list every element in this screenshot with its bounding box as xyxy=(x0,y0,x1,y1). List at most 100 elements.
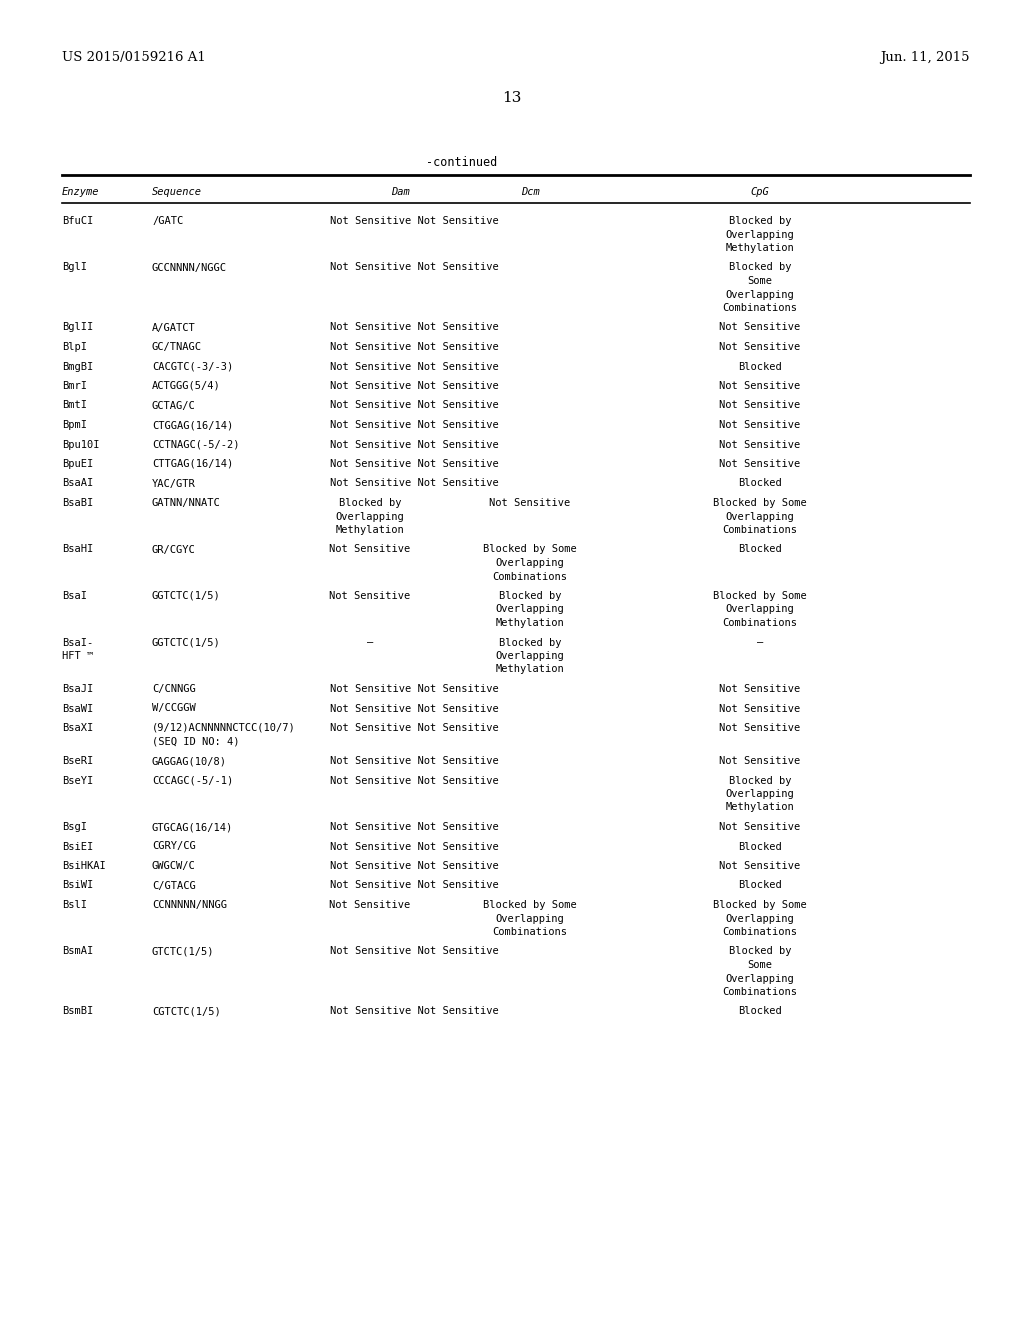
Text: Not Sensitive Not Sensitive: Not Sensitive Not Sensitive xyxy=(330,842,499,851)
Text: Methylation: Methylation xyxy=(726,243,795,253)
Text: Not Sensitive Not Sensitive: Not Sensitive Not Sensitive xyxy=(330,420,499,430)
Text: Overlapping: Overlapping xyxy=(726,913,795,924)
Text: Not Sensitive Not Sensitive: Not Sensitive Not Sensitive xyxy=(330,459,499,469)
Text: Overlapping: Overlapping xyxy=(496,913,564,924)
Text: Not Sensitive Not Sensitive: Not Sensitive Not Sensitive xyxy=(330,400,499,411)
Text: CTTGAG(16/14): CTTGAG(16/14) xyxy=(152,459,233,469)
Text: Not Sensitive: Not Sensitive xyxy=(720,440,801,450)
Text: –: – xyxy=(367,638,373,648)
Text: Not Sensitive: Not Sensitive xyxy=(720,684,801,694)
Text: Dcm: Dcm xyxy=(520,187,540,197)
Text: Not Sensitive: Not Sensitive xyxy=(330,900,411,909)
Text: Sequence: Sequence xyxy=(152,187,202,197)
Text: Overlapping: Overlapping xyxy=(496,651,564,661)
Text: BsaI-: BsaI- xyxy=(62,638,93,648)
Text: Not Sensitive: Not Sensitive xyxy=(720,342,801,352)
Text: Some: Some xyxy=(748,960,772,970)
Text: Not Sensitive: Not Sensitive xyxy=(489,498,570,508)
Text: GWGCW/C: GWGCW/C xyxy=(152,861,196,871)
Text: Bpu10I: Bpu10I xyxy=(62,440,99,450)
Text: Blocked by: Blocked by xyxy=(729,263,792,272)
Text: GCCNNNN/NGGC: GCCNNNN/NGGC xyxy=(152,263,227,272)
Text: A/GATCT: A/GATCT xyxy=(152,322,196,333)
Text: Not Sensitive Not Sensitive: Not Sensitive Not Sensitive xyxy=(330,322,499,333)
Text: 13: 13 xyxy=(503,91,521,106)
Text: GAGGAG(10/8): GAGGAG(10/8) xyxy=(152,756,227,766)
Text: Overlapping: Overlapping xyxy=(726,974,795,983)
Text: BslI: BslI xyxy=(62,900,87,909)
Text: BseYI: BseYI xyxy=(62,776,93,785)
Text: W/CCGGW: W/CCGGW xyxy=(152,704,196,714)
Text: Methylation: Methylation xyxy=(726,803,795,813)
Text: BmtI: BmtI xyxy=(62,400,87,411)
Text: Not Sensitive Not Sensitive: Not Sensitive Not Sensitive xyxy=(330,776,499,785)
Text: Not Sensitive: Not Sensitive xyxy=(330,544,411,554)
Text: Blocked: Blocked xyxy=(738,362,782,371)
Text: Methylation: Methylation xyxy=(336,525,404,535)
Text: Combinations: Combinations xyxy=(723,987,798,997)
Text: Not Sensitive Not Sensitive: Not Sensitive Not Sensitive xyxy=(330,381,499,391)
Text: BsiHKAI: BsiHKAI xyxy=(62,861,105,871)
Text: Not Sensitive: Not Sensitive xyxy=(720,822,801,832)
Text: Blocked by Some: Blocked by Some xyxy=(713,591,807,601)
Text: CGTCTC(1/5): CGTCTC(1/5) xyxy=(152,1006,221,1016)
Text: BseRI: BseRI xyxy=(62,756,93,766)
Text: CCCAGC(-5/-1): CCCAGC(-5/-1) xyxy=(152,776,233,785)
Text: BmgBI: BmgBI xyxy=(62,362,93,371)
Text: Methylation: Methylation xyxy=(496,664,564,675)
Text: BsgI: BsgI xyxy=(62,822,87,832)
Text: GCTAG/C: GCTAG/C xyxy=(152,400,196,411)
Text: GR/CGYC: GR/CGYC xyxy=(152,544,196,554)
Text: Enzyme: Enzyme xyxy=(62,187,99,197)
Text: C/GTACG: C/GTACG xyxy=(152,880,196,891)
Text: Combinations: Combinations xyxy=(493,927,567,937)
Text: (9/12)ACNNNNNCTCC(10/7): (9/12)ACNNNNNCTCC(10/7) xyxy=(152,723,296,733)
Text: Dam: Dam xyxy=(390,187,410,197)
Text: Blocked by: Blocked by xyxy=(729,216,792,226)
Text: Overlapping: Overlapping xyxy=(726,605,795,615)
Text: BsaJI: BsaJI xyxy=(62,684,93,694)
Text: Combinations: Combinations xyxy=(723,618,798,628)
Text: Not Sensitive Not Sensitive: Not Sensitive Not Sensitive xyxy=(330,756,499,766)
Text: Combinations: Combinations xyxy=(723,304,798,313)
Text: Blocked by Some: Blocked by Some xyxy=(713,900,807,909)
Text: -continued: -continued xyxy=(426,156,498,169)
Text: Not Sensitive: Not Sensitive xyxy=(720,459,801,469)
Text: GATNN/NNATC: GATNN/NNATC xyxy=(152,498,221,508)
Text: BmrI: BmrI xyxy=(62,381,87,391)
Text: Overlapping: Overlapping xyxy=(496,605,564,615)
Text: CACGTC(-3/-3): CACGTC(-3/-3) xyxy=(152,362,233,371)
Text: BglII: BglII xyxy=(62,322,93,333)
Text: Not Sensitive Not Sensitive: Not Sensitive Not Sensitive xyxy=(330,704,499,714)
Text: Not Sensitive Not Sensitive: Not Sensitive Not Sensitive xyxy=(330,362,499,371)
Text: Not Sensitive: Not Sensitive xyxy=(720,723,801,733)
Text: GTCTC(1/5): GTCTC(1/5) xyxy=(152,946,214,957)
Text: Not Sensitive Not Sensitive: Not Sensitive Not Sensitive xyxy=(330,822,499,832)
Text: Not Sensitive Not Sensitive: Not Sensitive Not Sensitive xyxy=(330,440,499,450)
Text: Blocked by: Blocked by xyxy=(729,946,792,957)
Text: BpmI: BpmI xyxy=(62,420,87,430)
Text: CGRY/CG: CGRY/CG xyxy=(152,842,196,851)
Text: Some: Some xyxy=(748,276,772,286)
Text: GGTCTC(1/5): GGTCTC(1/5) xyxy=(152,591,221,601)
Text: Blocked: Blocked xyxy=(738,544,782,554)
Text: Not Sensitive Not Sensitive: Not Sensitive Not Sensitive xyxy=(330,1006,499,1016)
Text: BglI: BglI xyxy=(62,263,87,272)
Text: Not Sensitive: Not Sensitive xyxy=(720,420,801,430)
Text: Overlapping: Overlapping xyxy=(726,789,795,799)
Text: (SEQ ID NO: 4): (SEQ ID NO: 4) xyxy=(152,737,240,747)
Text: Not Sensitive Not Sensitive: Not Sensitive Not Sensitive xyxy=(330,216,499,226)
Text: Not Sensitive Not Sensitive: Not Sensitive Not Sensitive xyxy=(330,946,499,957)
Text: Blocked: Blocked xyxy=(738,880,782,891)
Text: Not Sensitive Not Sensitive: Not Sensitive Not Sensitive xyxy=(330,479,499,488)
Text: BsaHI: BsaHI xyxy=(62,544,93,554)
Text: BsiWI: BsiWI xyxy=(62,880,93,891)
Text: Not Sensitive: Not Sensitive xyxy=(720,704,801,714)
Text: Blocked by Some: Blocked by Some xyxy=(713,498,807,508)
Text: Blocked by Some: Blocked by Some xyxy=(483,544,577,554)
Text: YAC/GTR: YAC/GTR xyxy=(152,479,196,488)
Text: /GATC: /GATC xyxy=(152,216,183,226)
Text: CCTNAGC(-5/-2): CCTNAGC(-5/-2) xyxy=(152,440,240,450)
Text: CTGGAG(16/14): CTGGAG(16/14) xyxy=(152,420,233,430)
Text: Blocked by: Blocked by xyxy=(499,591,561,601)
